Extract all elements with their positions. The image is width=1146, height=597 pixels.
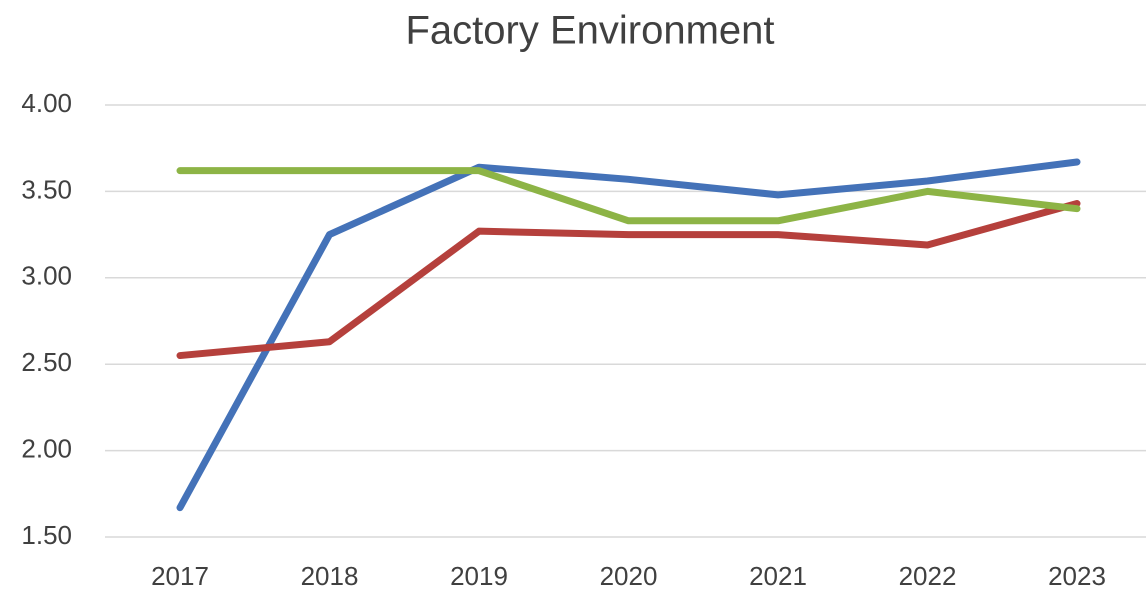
y-tick-label: 2.00 xyxy=(21,433,72,463)
y-tick-label: 3.50 xyxy=(21,174,72,204)
x-tick-label: 2020 xyxy=(600,561,658,591)
y-tick-label: 2.50 xyxy=(21,347,72,377)
y-tick-label: 3.00 xyxy=(21,261,72,291)
series-line xyxy=(176,199,1081,360)
x-tick-label: 2018 xyxy=(301,561,359,591)
x-tick-label: 2022 xyxy=(899,561,957,591)
y-tick-label: 4.00 xyxy=(21,88,72,118)
y-tick-label: 1.50 xyxy=(21,520,72,550)
series-line xyxy=(176,167,1081,225)
x-tick-label: 2017 xyxy=(151,561,209,591)
x-tick-label: 2019 xyxy=(450,561,508,591)
x-tick-label: 2023 xyxy=(1048,561,1106,591)
series-line xyxy=(176,158,1081,512)
x-tick-label: 2021 xyxy=(749,561,807,591)
chart-title: Factory Environment xyxy=(405,9,774,53)
